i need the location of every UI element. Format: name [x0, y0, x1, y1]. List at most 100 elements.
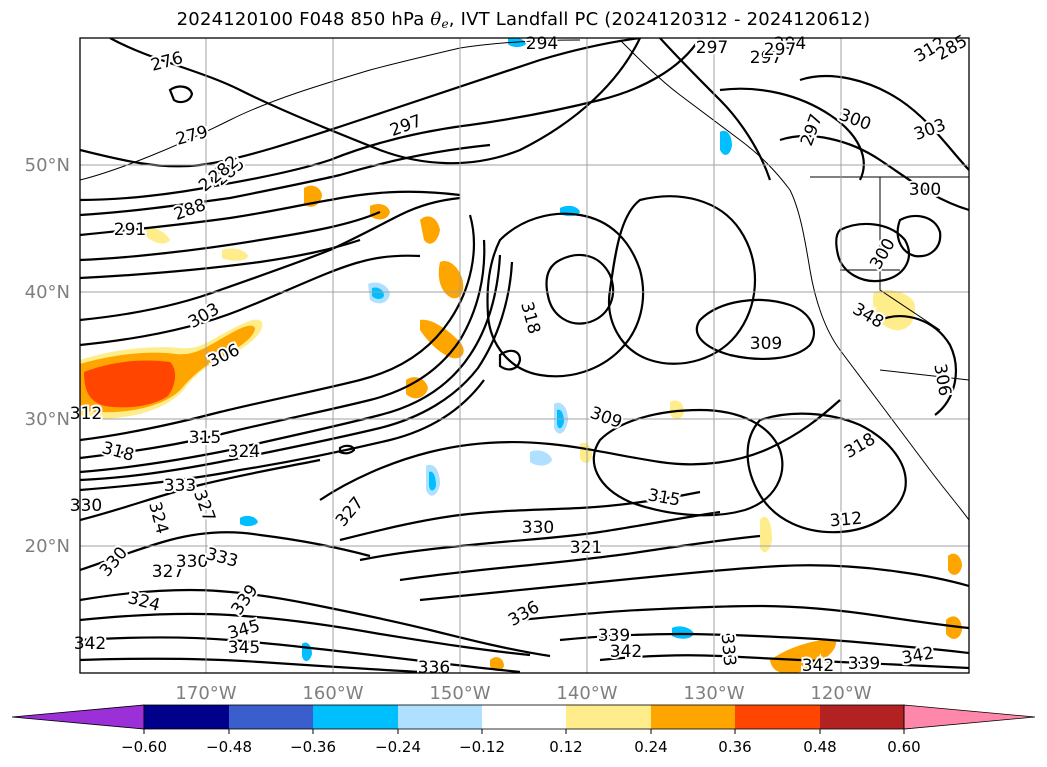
contour-label: 339	[598, 626, 630, 646]
contour-label: 300	[909, 180, 941, 200]
colorbar-tick-3: −0.24	[375, 738, 421, 756]
contour-label: 297	[797, 111, 827, 148]
colorbar-bin-8	[735, 705, 820, 729]
colorbar-bin-4	[398, 705, 482, 729]
contour-label: 324	[144, 500, 172, 537]
colorbar-tick-9: 0.60	[887, 738, 920, 756]
shade-blob-b	[370, 204, 390, 220]
shade-blue-9	[672, 626, 694, 639]
shade-blue-10	[508, 38, 526, 47]
contour-label: 312	[829, 509, 863, 532]
colorbar-tick-6: 0.24	[634, 738, 667, 756]
contour-label: 342	[900, 643, 935, 668]
contour-label: 318	[100, 438, 137, 466]
contour-label: 345	[228, 638, 260, 658]
map-frame	[79, 37, 970, 674]
shade-yellow-2	[670, 400, 684, 420]
shade-southeast-ar	[770, 639, 837, 673]
shade-right-edge-blob2	[946, 616, 962, 639]
colorbar-tick-0: −0.60	[121, 738, 167, 756]
contour-label: 300	[836, 105, 873, 135]
coastline-alaska	[80, 39, 581, 181]
contour-label: 324	[228, 442, 260, 462]
map-title: 2024120100 F048 850 hPa θe, IVT Landfall…	[0, 9, 1047, 31]
colorbar: −0.60 −0.48 −0.36 −0.24 −0.12 0.12 0.24 …	[11, 704, 1036, 756]
shade-blue-5	[720, 130, 732, 155]
shade-blue-4	[530, 450, 552, 466]
contour-label: 333	[204, 544, 241, 572]
lon-tick-140w: 140°W	[556, 683, 617, 704]
contour-label: 336	[418, 658, 450, 678]
colorbar-bin-2	[229, 705, 313, 729]
contour-label: 303	[185, 299, 223, 333]
shade-west-coast-outer	[872, 290, 916, 331]
shaded-regions	[80, 38, 962, 673]
lon-tick-labels: 170°W 160°W 150°W 140°W 130°W 120°W	[175, 683, 871, 704]
contour-label: 294	[774, 34, 806, 54]
lat-tick-labels: 50°N 40°N 30°N 20°N	[25, 155, 70, 557]
colorbar-tick-1: −0.48	[206, 738, 252, 756]
contour-label: 327	[152, 562, 184, 582]
shade-blue-8	[302, 642, 312, 662]
colorbar-bin-5	[482, 705, 566, 729]
colorbar-extend-low	[11, 704, 145, 730]
graticule	[80, 38, 969, 673]
colorbar-bin-1	[144, 705, 229, 729]
shade-right-edge-blob	[948, 553, 962, 575]
lon-tick-130w: 130°W	[683, 683, 744, 704]
lon-tick-150w: 150°W	[429, 683, 490, 704]
contour-label: 276	[149, 48, 186, 76]
border-us-mex	[879, 369, 969, 381]
colorbar-bin-9	[820, 705, 904, 729]
contour-label: 342	[802, 656, 834, 676]
border-states	[840, 177, 941, 331]
contour-label: 339	[228, 581, 263, 619]
contour-label: 318	[516, 300, 544, 337]
theta-e-contours	[80, 38, 969, 673]
contour-label: 315	[189, 428, 221, 448]
shade-yellow-1	[760, 516, 772, 553]
colorbar-tick-7: 0.36	[718, 738, 751, 756]
contour-label: 324	[126, 588, 163, 616]
contour-label: 297	[696, 38, 728, 58]
colorbar-tick-2: −0.36	[290, 738, 336, 756]
colorbar-bin-7	[651, 705, 735, 729]
contour-label: 330	[176, 552, 208, 572]
contour-label: 291	[114, 220, 146, 240]
contour-label: 279	[174, 122, 211, 150]
shade-blob-d	[406, 377, 428, 399]
contour-label: 306	[929, 362, 954, 397]
lat-tick-20n: 20°N	[25, 536, 70, 557]
shade-central-pacific-jet-core	[84, 360, 176, 408]
contour-label: 342	[610, 642, 642, 662]
contour-label: 318	[841, 429, 879, 463]
contour-label: 336	[505, 597, 543, 631]
contour-label: 330	[522, 518, 554, 538]
shade-blob-c	[420, 216, 440, 244]
shade-yellow-4	[222, 248, 248, 261]
title-theta-sub: e	[441, 17, 449, 31]
contour-label: 291	[114, 220, 146, 240]
shade-subtropical-jet	[420, 319, 464, 359]
colorbar-tick-8: 0.48	[803, 738, 836, 756]
shade-yellow-3	[580, 442, 592, 464]
contour-label: 309	[587, 403, 624, 433]
lat-tick-50n: 50°N	[25, 155, 70, 176]
colorbar-tick-5: 0.12	[549, 738, 582, 756]
colorbar-bin-6	[566, 705, 651, 729]
contour-label: 294	[526, 34, 558, 54]
colorbar-frame	[143, 704, 905, 730]
shade-blue-1-core	[372, 287, 384, 299]
shade-southwest-blob	[490, 657, 504, 671]
contour-label: 333	[717, 633, 740, 667]
contour-label: 342	[74, 634, 106, 654]
lat-tick-30n: 30°N	[25, 409, 70, 430]
title-theta: θ	[430, 9, 442, 30]
contour-label: 327	[332, 493, 368, 531]
colorbar-extend-high	[903, 704, 1036, 730]
lat-tick-40n: 40°N	[25, 282, 70, 303]
coastline-pnw	[619, 39, 969, 521]
colorbar-tick-4: −0.12	[459, 738, 505, 756]
